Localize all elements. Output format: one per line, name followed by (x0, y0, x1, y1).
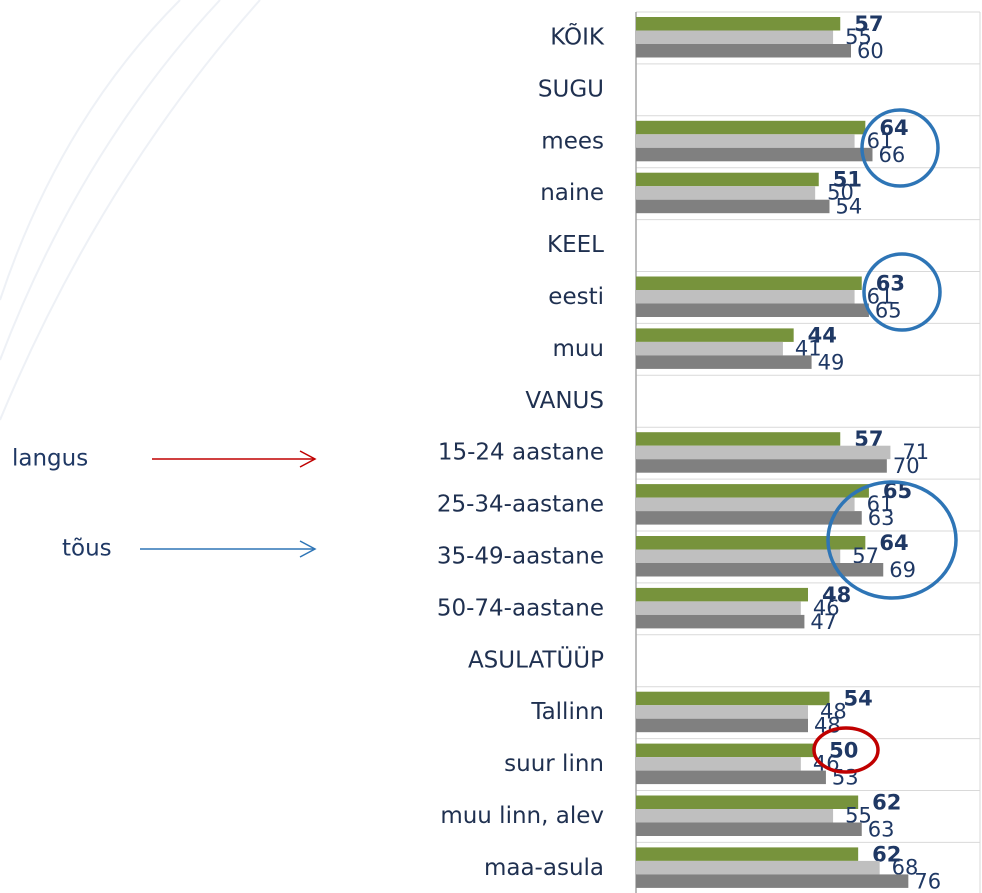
category-label: naine (540, 180, 604, 206)
category-label: muu linn, alev (440, 803, 604, 829)
value-label: 48 (822, 583, 851, 607)
bar (636, 30, 834, 44)
category-label: KEEL (547, 232, 604, 258)
bar (636, 432, 841, 446)
value-label: 57 (854, 12, 883, 36)
bar (636, 355, 812, 369)
value-label: 63 (868, 506, 895, 530)
bar (636, 587, 808, 602)
bar (636, 445, 891, 460)
category-label: eesti (548, 284, 604, 310)
bar (636, 691, 830, 706)
value-label: 76 (914, 869, 941, 893)
value-label: 47 (810, 610, 837, 634)
value-label: 54 (836, 195, 863, 219)
bar (636, 743, 816, 758)
bar (636, 147, 873, 162)
highlights (812, 108, 958, 774)
annotation: tõus (62, 536, 112, 562)
bar (636, 44, 851, 58)
bar (636, 705, 808, 719)
value-label: 61 (867, 285, 894, 309)
highlight-circle (860, 108, 940, 188)
bar (636, 601, 801, 615)
arrow-head (299, 450, 317, 468)
value-label: 49 (818, 350, 845, 374)
bar (636, 860, 880, 875)
category-label: ASULATÜÜP (468, 645, 604, 673)
value-label: 48 (814, 714, 841, 738)
value-label: 54 (844, 687, 873, 711)
value-label: 63 (876, 272, 905, 296)
value-label: 63 (868, 818, 895, 842)
category-label: 15-24 aastane (438, 440, 604, 466)
category-label: VANUS (525, 388, 604, 414)
value-label: 51 (833, 168, 862, 192)
value-label: 50 (827, 181, 854, 205)
decoration (0, 0, 261, 421)
category-label: 50-74-aastane (437, 595, 604, 621)
arrow-head (299, 540, 317, 558)
value-label: 65 (875, 299, 902, 323)
category-label: 35-49-aastane (437, 543, 604, 569)
value-label: 61 (867, 492, 894, 516)
bar (636, 822, 862, 836)
highlight-circle (862, 252, 942, 332)
bar (636, 484, 869, 498)
bar (636, 199, 830, 214)
bar (636, 172, 819, 187)
bar (636, 795, 859, 809)
bar (636, 757, 801, 771)
category-label: muu (552, 336, 604, 362)
bar (636, 614, 805, 629)
bar (636, 563, 884, 577)
value-label: 44 (808, 323, 837, 347)
value-label: 71 (902, 440, 929, 464)
bar (636, 770, 826, 785)
bar (636, 549, 841, 563)
value-label: 70 (893, 454, 920, 478)
value-label: 69 (889, 558, 916, 582)
bar (636, 497, 855, 512)
bar (636, 536, 866, 550)
bar (636, 874, 909, 888)
bar (636, 290, 855, 304)
value-label: 46 (813, 596, 840, 620)
value-label: 64 (879, 116, 908, 140)
bar (636, 511, 862, 525)
category-label: maa-asula (484, 855, 604, 881)
category-label: Tallinn (530, 699, 604, 725)
bar (636, 459, 887, 473)
category-label: suur linn (504, 751, 604, 777)
bar (636, 328, 794, 342)
bar (636, 847, 859, 861)
annotation: langus (12, 446, 88, 472)
bar (636, 809, 834, 823)
bar (636, 303, 869, 317)
category-label: SUGU (538, 76, 604, 102)
highlight-circle (826, 480, 958, 600)
plot: KÕIK575560SUGUmees646166naine515054KEELe… (437, 11, 981, 893)
bar (636, 17, 841, 31)
value-label: 50 (829, 739, 858, 763)
highlight-circle (812, 726, 880, 774)
bar (636, 134, 855, 148)
category-label: mees (541, 128, 604, 154)
bar (636, 120, 866, 135)
category-label: 25-34-aastane (437, 492, 604, 518)
bar (636, 718, 808, 733)
bar (636, 276, 862, 290)
value-label: 64 (879, 531, 908, 555)
bar (636, 186, 816, 200)
value-label: 60 (857, 39, 884, 63)
value-label: 62 (872, 791, 901, 815)
value-label: 48 (820, 700, 847, 724)
category-label: KÕIK (550, 21, 605, 50)
bar (636, 341, 783, 356)
value-label: 66 (879, 143, 906, 167)
